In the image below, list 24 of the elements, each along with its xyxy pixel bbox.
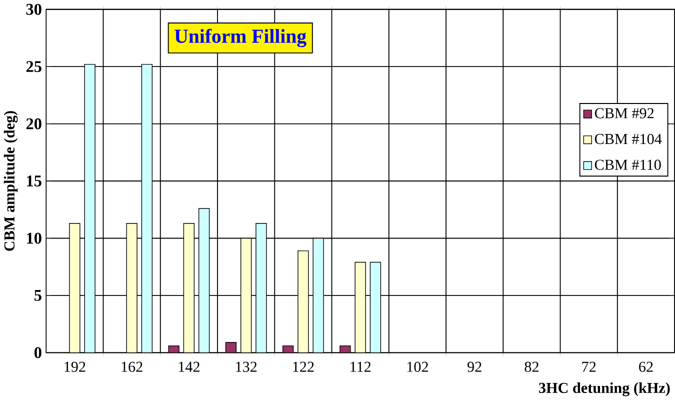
y-axis-title: CBM amplitude (deg) bbox=[4, 111, 18, 251]
text: Uniform Filling bbox=[174, 28, 306, 48]
x-tick-label: 82 bbox=[524, 362, 538, 372]
y-tick-label: 10 bbox=[27, 232, 42, 244]
y-tick-label: 5 bbox=[34, 290, 42, 301]
legend-label: CBM #110 bbox=[594, 160, 661, 170]
x-tick-label: 92 bbox=[468, 362, 482, 372]
x-tick-label: 72 bbox=[582, 362, 596, 372]
y-tick-label: 15 bbox=[27, 176, 42, 186]
legend-label: CBM #104 bbox=[594, 134, 662, 144]
y-tick-label: 30 bbox=[26, 4, 42, 15]
x-tick-label: 112 bbox=[350, 362, 371, 372]
y-tick-label: 0 bbox=[34, 347, 42, 358]
x-tick-label: 142 bbox=[178, 362, 200, 372]
x-tick-label: 192 bbox=[64, 362, 86, 372]
x-tick-label: 122 bbox=[293, 362, 314, 372]
legend-label: CBM #92 bbox=[594, 108, 654, 118]
y-tick-label: 25 bbox=[26, 61, 42, 72]
y-tick-label: 20 bbox=[26, 118, 42, 130]
x-tick-label: 102 bbox=[407, 362, 428, 372]
x-tick-label: 162 bbox=[122, 362, 142, 372]
x-tick-label: 132 bbox=[236, 362, 257, 372]
x-tick-label: 62 bbox=[639, 362, 653, 372]
x-axis-title: 3HC detuning (kHz) bbox=[539, 382, 670, 396]
